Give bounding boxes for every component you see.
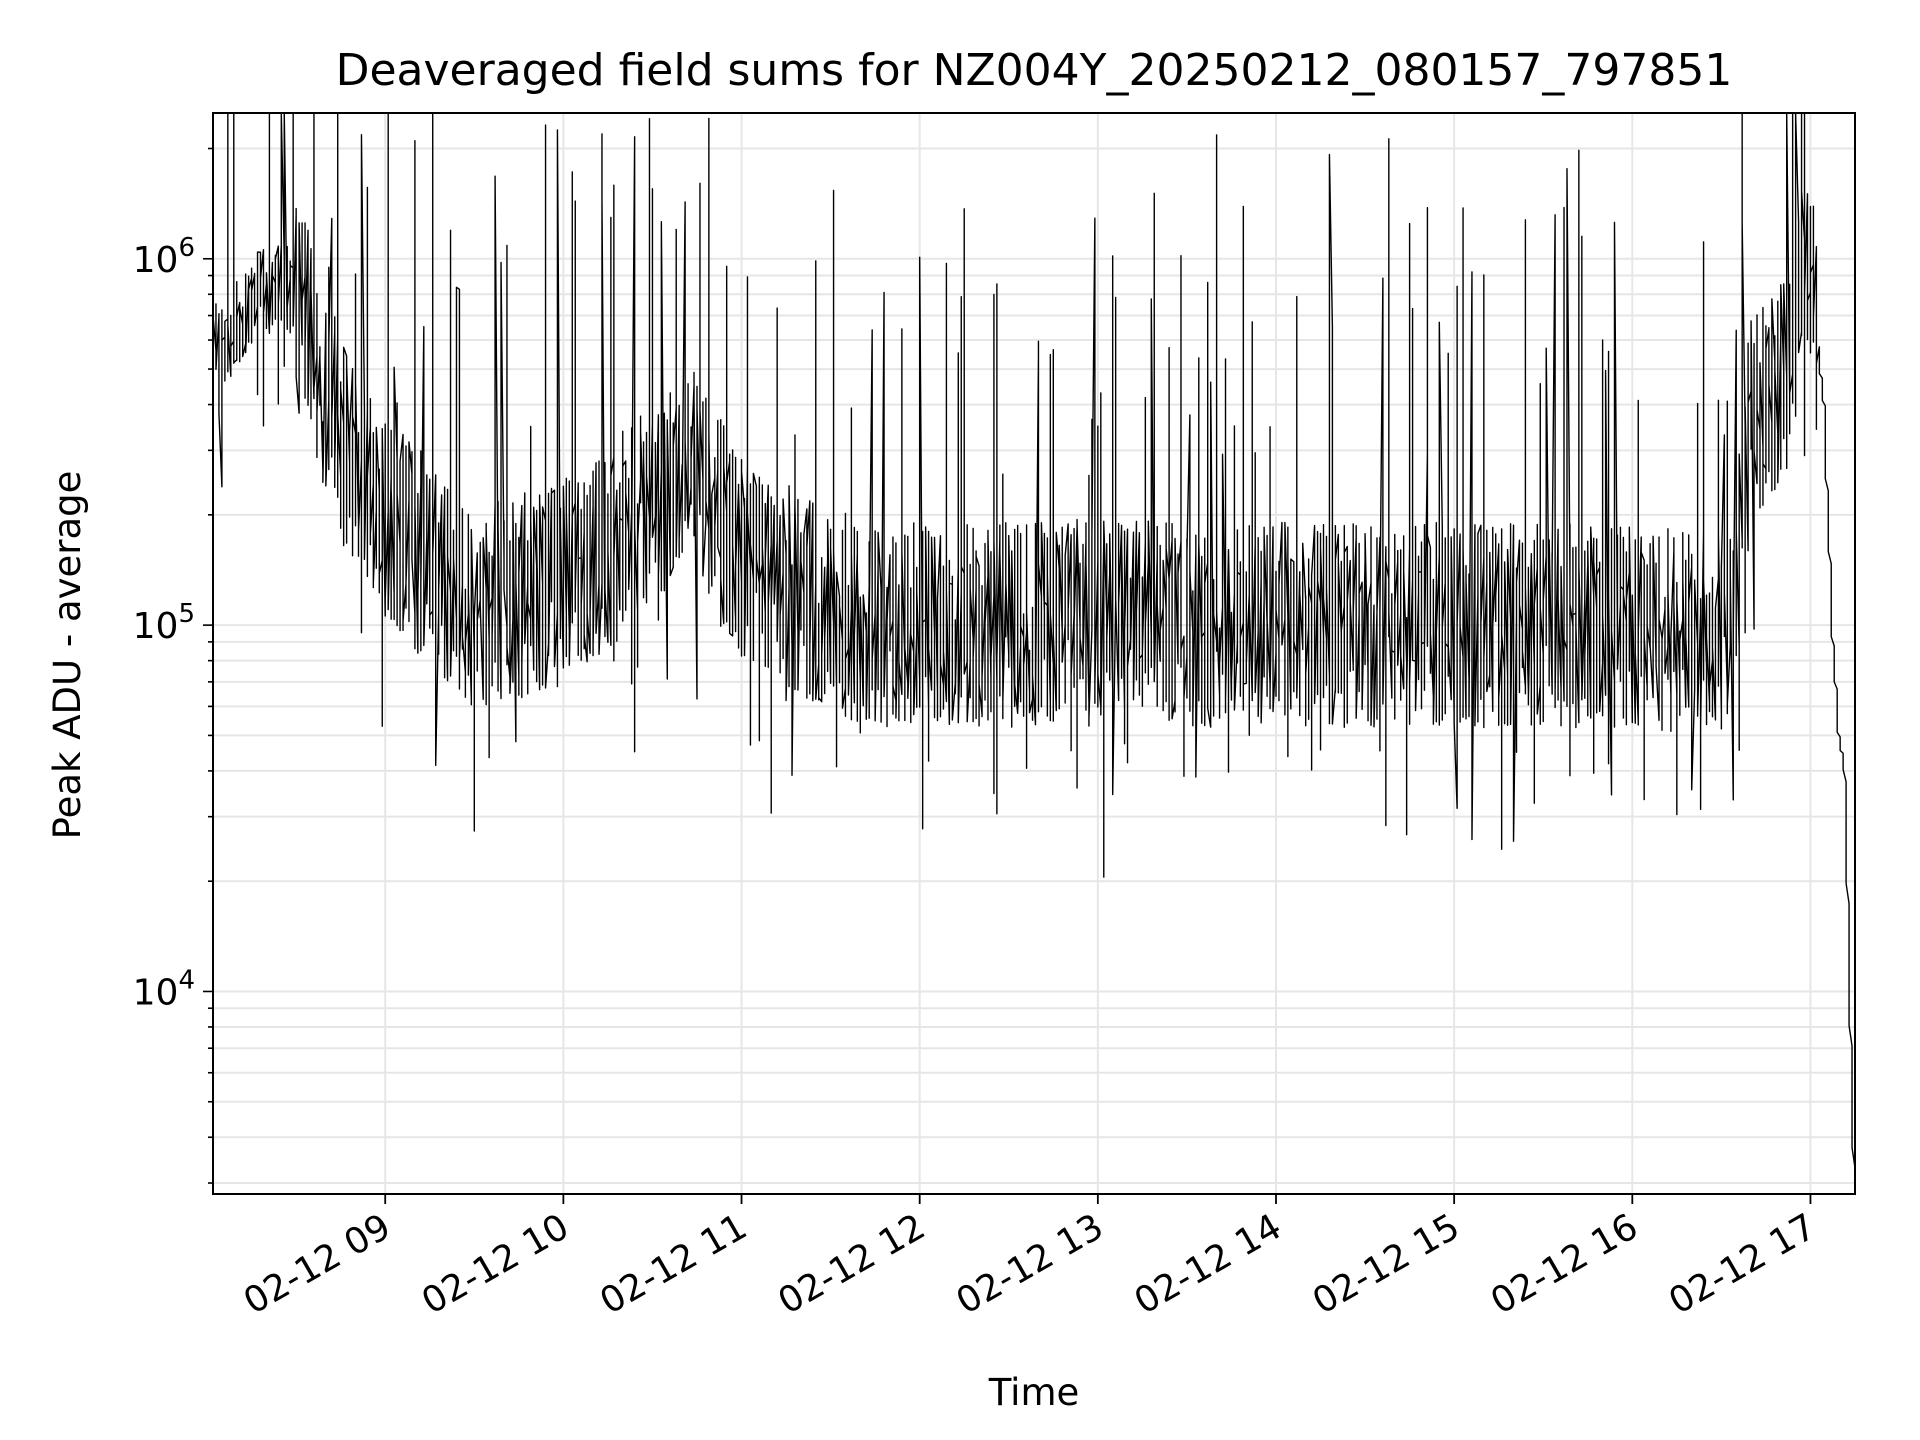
data-series-line — [212, 112, 1856, 1169]
y-tick-label: 104 — [133, 965, 195, 1013]
x-axis-label: Time — [988, 1371, 1080, 1414]
chart-title: Deaveraged field sums for NZ004Y_2025021… — [336, 45, 1733, 96]
y-axis-label: Peak ADU - average — [46, 471, 89, 840]
plot-frame — [212, 112, 1856, 1195]
data-line-layer — [212, 112, 1856, 1169]
y-tick-label: 105 — [133, 599, 195, 647]
y-tick-label: 106 — [133, 233, 195, 281]
